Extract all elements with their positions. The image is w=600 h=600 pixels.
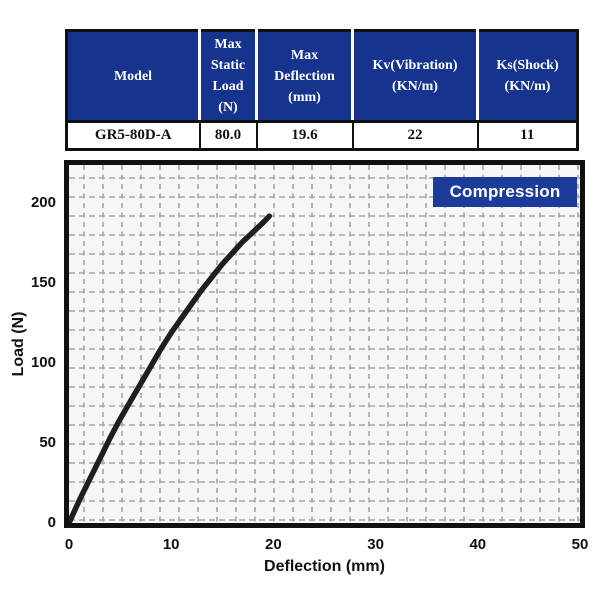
cell-max-deflection: 19.6 [255, 121, 353, 150]
col-header-kv-vibration: Kv(Vibration) (KN/m) [351, 30, 478, 123]
col-header-max-deflection: Max Deflection (mm) [255, 30, 353, 123]
col-header-max-static-load: Max Static Load (N) [198, 30, 257, 123]
x-tick-label: 0 [64, 536, 74, 553]
y-tick-label: 100 [30, 354, 56, 372]
spec-table: Model Max Static Load (N) Max Deflection… [65, 29, 579, 151]
load-deflection-curve-svg [66, 165, 580, 526]
chart-plot-area: Compression [64, 160, 585, 528]
compression-curve [66, 213, 273, 526]
y-tick-label: 50 [39, 434, 56, 452]
x-tick-label: 30 [367, 536, 384, 553]
col-header-model: Model [66, 30, 200, 123]
x-tick-label: 10 [162, 536, 180, 553]
col-header-ks-shock: Ks(Shock) (KN/m) [476, 30, 578, 123]
x-tick-label: 20 [265, 536, 282, 553]
cell-ks-shock: 11 [476, 121, 578, 150]
y-tick-label: 200 [30, 194, 56, 212]
cell-max-static-load: 80.0 [198, 121, 257, 150]
y-tick-label: 150 [30, 274, 56, 292]
cell-kv-vibration: 22 [351, 121, 478, 150]
x-tick-label: 40 [469, 536, 487, 553]
compression-badge: Compression [433, 177, 577, 207]
y-tick-label: 0 [47, 514, 56, 531]
cell-model: GR5-80D-A [66, 121, 200, 150]
table-row: GR5-80D-A 80.0 19.6 22 11 [66, 121, 578, 150]
x-axis-title: Deflection (mm) [264, 558, 385, 575]
x-tick-label: 50 [571, 536, 589, 553]
spec-table-header: Model Max Static Load (N) Max Deflection… [66, 30, 578, 123]
